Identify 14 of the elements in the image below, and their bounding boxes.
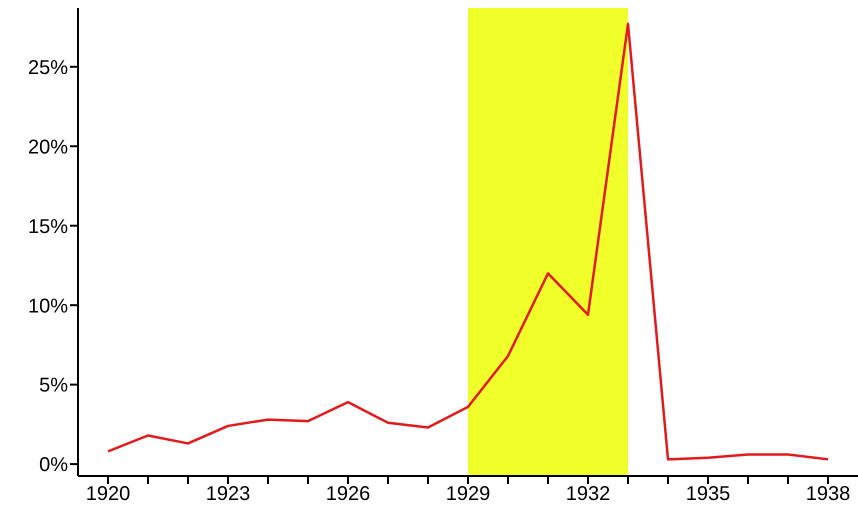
y-tick-label: 0%: [39, 454, 68, 476]
y-tick-label: 10%: [28, 295, 68, 318]
x-tick-label: 1932: [566, 483, 610, 506]
x-tick-label: 1929: [446, 483, 490, 506]
x-tick-label: 1935: [686, 483, 730, 506]
y-tick-label: 20%: [28, 136, 68, 158]
x-tick-label: 1920: [86, 483, 130, 506]
y-tick-label: 25%: [28, 56, 68, 79]
y-tick-label: 15%: [28, 216, 68, 238]
x-tick-label: 1938: [806, 483, 850, 506]
x-tick-label: 1923: [206, 483, 250, 506]
line-series: [106, 22, 830, 461]
y-tick-label: 5%: [39, 374, 68, 397]
x-tick-label: 1926: [326, 483, 370, 506]
